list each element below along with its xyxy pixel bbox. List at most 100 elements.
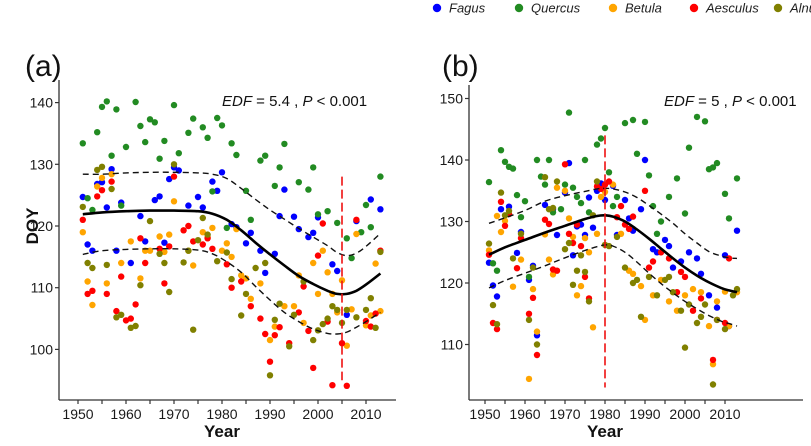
panel-a: (a) EDF = 5.4 , P < 0.001 DOY Year 100 11… bbox=[23, 50, 396, 441]
data-point-betula bbox=[353, 230, 360, 238]
data-point-aesculus bbox=[305, 327, 312, 335]
data-point-alnus bbox=[585, 298, 593, 305]
data-point-betula bbox=[247, 295, 254, 302]
data-point-aesculus bbox=[617, 202, 625, 210]
data-point-betula bbox=[137, 275, 144, 282]
data-point-aesculus bbox=[276, 324, 283, 331]
legend-marker-fagus bbox=[432, 3, 442, 13]
data-point-quercus bbox=[501, 158, 509, 165]
data-point-alnus bbox=[593, 178, 601, 185]
data-point-alnus bbox=[199, 214, 206, 222]
data-point-aesculus bbox=[199, 241, 206, 248]
data-point-aesculus bbox=[132, 301, 139, 308]
data-point-aesculus bbox=[103, 290, 111, 298]
data-point-fagus bbox=[641, 156, 649, 164]
data-point-aesculus bbox=[501, 222, 509, 229]
data-point-alnus bbox=[214, 258, 221, 265]
edf-value: = 5.4 , bbox=[252, 93, 302, 110]
data-point-alnus bbox=[353, 314, 360, 321]
plot-area-a: 100 110 120 130 140 1950 1960 1970 1980 1990 2000 2… bbox=[30, 80, 396, 422]
data-point-aesculus bbox=[108, 178, 115, 185]
data-point-betula bbox=[577, 282, 585, 290]
data-point-aesculus bbox=[89, 287, 96, 294]
data-point-betula bbox=[103, 280, 111, 287]
data-point-aesculus bbox=[238, 278, 245, 285]
data-point-betula bbox=[713, 298, 721, 305]
series-aesculus-b bbox=[485, 161, 733, 364]
data-point-betula bbox=[689, 285, 697, 293]
data-point-alnus bbox=[334, 306, 341, 314]
data-point-betula bbox=[697, 289, 705, 296]
data-point-fagus bbox=[127, 259, 134, 267]
data-point-quercus bbox=[513, 191, 521, 199]
data-point-fagus bbox=[585, 194, 593, 201]
data-point-quercus bbox=[521, 198, 529, 205]
data-point-aesculus bbox=[156, 245, 163, 252]
data-point-betula bbox=[271, 323, 278, 330]
x-tick-label-a: 1970 bbox=[158, 406, 189, 422]
data-point-betula bbox=[593, 230, 601, 237]
data-point-betula bbox=[565, 215, 573, 222]
data-point-aesculus bbox=[266, 358, 274, 365]
data-point-fagus bbox=[194, 193, 202, 201]
data-point-quercus bbox=[358, 229, 365, 236]
data-point-aesculus bbox=[553, 267, 561, 274]
data-point-alnus bbox=[319, 320, 326, 328]
data-point-aesculus bbox=[122, 317, 130, 324]
data-point-alnus bbox=[266, 372, 274, 379]
data-point-fagus bbox=[218, 169, 226, 176]
data-point-betula bbox=[228, 253, 235, 261]
data-point-aesculus bbox=[709, 356, 717, 364]
data-point-betula bbox=[585, 249, 593, 256]
data-point-betula bbox=[573, 292, 581, 299]
data-point-quercus bbox=[581, 156, 589, 164]
data-point-quercus bbox=[262, 152, 269, 159]
data-point-quercus bbox=[629, 116, 637, 124]
data-point-alnus bbox=[525, 316, 533, 324]
series-quercus-b bbox=[485, 109, 741, 281]
data-point-alnus bbox=[204, 231, 211, 238]
data-point-betula bbox=[372, 260, 379, 267]
legend-item-quercus: Quercus bbox=[514, 1, 581, 16]
legend-marker-betula bbox=[608, 3, 618, 13]
data-point-betula bbox=[629, 270, 637, 277]
edf-value: = 5 , bbox=[694, 93, 732, 110]
data-point-quercus bbox=[209, 188, 216, 195]
data-point-alnus bbox=[156, 250, 163, 257]
data-point-aesculus bbox=[541, 216, 549, 223]
data-point-betula bbox=[533, 328, 541, 335]
data-point-quercus bbox=[593, 141, 601, 148]
data-point-aesculus bbox=[257, 315, 264, 322]
data-point-aesculus bbox=[142, 259, 149, 267]
data-point-fagus bbox=[733, 227, 741, 234]
data-point-betula bbox=[665, 298, 673, 305]
data-point-aesculus bbox=[545, 220, 553, 228]
data-point-quercus bbox=[377, 173, 384, 180]
data-point-quercus bbox=[621, 119, 629, 127]
data-point-quercus bbox=[573, 193, 581, 201]
data-point-quercus bbox=[701, 118, 709, 125]
x-axis-title-b: Year bbox=[587, 422, 623, 441]
series-betula-b bbox=[485, 181, 741, 383]
data-point-fagus bbox=[214, 187, 221, 194]
data-point-quercus bbox=[545, 156, 553, 164]
data-point-aesculus bbox=[314, 252, 322, 259]
data-point-aesculus bbox=[689, 307, 697, 314]
data-point-alnus bbox=[98, 163, 106, 170]
data-point-aesculus bbox=[629, 213, 637, 220]
plot-area-b: 110 120 130 140 150 1950 1960 1970 1980 1990 2000 2… bbox=[440, 85, 803, 422]
data-point-alnus bbox=[605, 242, 613, 250]
data-point-aesculus bbox=[343, 382, 350, 389]
data-point-betula bbox=[218, 247, 226, 254]
data-point-aesculus bbox=[94, 193, 101, 200]
y-tick-label-a: 120 bbox=[30, 218, 54, 234]
data-point-alnus bbox=[84, 259, 91, 267]
panel-b: (b) EDF = 5 , P < 0.001 Year 110 120 130 14… bbox=[440, 50, 803, 441]
data-point-quercus bbox=[142, 138, 149, 146]
x-tick-label-a: 1960 bbox=[110, 406, 141, 422]
data-point-quercus bbox=[509, 165, 517, 172]
data-point-alnus bbox=[94, 166, 101, 174]
legend: Fagus Quercus Betula Aesculus Alnus bbox=[432, 1, 811, 16]
data-point-alnus bbox=[146, 217, 154, 225]
data-point-betula bbox=[300, 319, 307, 327]
